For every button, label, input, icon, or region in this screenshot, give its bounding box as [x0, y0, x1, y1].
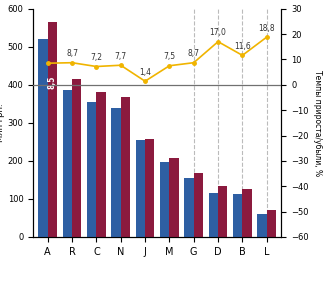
Темпы прироста/убыли, % [70, 61, 74, 64]
Bar [169, 158, 179, 237]
Темпы прироста/убыли, % [265, 35, 269, 39]
Text: 8,5: 8,5 [48, 75, 57, 89]
Text: 7,2: 7,2 [90, 53, 102, 62]
Темпы прироста/убыли, % [94, 65, 98, 68]
Text: 18,8: 18,8 [259, 23, 275, 33]
Legend: 2013, 2014, Темпы прироста/убыли, %: 2013, 2014, Темпы прироста/убыли, % [41, 286, 233, 289]
Text: 8,7: 8,7 [66, 49, 78, 58]
Line: Темпы прироста/убыли, %: Темпы прироста/убыли, % [46, 35, 268, 83]
Bar [233, 194, 242, 237]
Темпы прироста/убыли, % [143, 79, 147, 83]
Text: 8,7: 8,7 [188, 49, 200, 58]
Text: 7,7: 7,7 [115, 52, 127, 61]
Темпы прироста/убыли, % [192, 61, 196, 64]
Text: 1,4: 1,4 [139, 68, 151, 77]
Темпы прироста/убыли, % [46, 62, 50, 65]
Bar [218, 186, 227, 237]
Bar [145, 139, 154, 237]
Bar [87, 102, 96, 237]
Text: 7,5: 7,5 [163, 52, 175, 61]
Bar [267, 210, 276, 237]
Text: 17,0: 17,0 [210, 28, 226, 37]
Bar [184, 178, 194, 237]
Темпы прироста/убыли, % [167, 64, 171, 68]
Y-axis label: Темпы прироста/убыли, %: Темпы прироста/убыли, % [313, 70, 322, 176]
Bar [258, 214, 267, 237]
Bar [48, 22, 57, 237]
Bar [160, 162, 169, 237]
Темпы прироста/убыли, % [119, 64, 123, 67]
Bar [242, 189, 252, 237]
Bar [63, 90, 72, 237]
Bar [72, 79, 81, 237]
Bar [38, 39, 48, 237]
Text: 11,6: 11,6 [234, 42, 251, 51]
Bar [136, 140, 145, 237]
Bar [121, 97, 130, 237]
Темпы прироста/убыли, % [240, 54, 244, 57]
Bar [194, 173, 203, 237]
Bar [96, 92, 106, 237]
Темпы прироста/убыли, % [216, 40, 220, 43]
Bar [112, 108, 121, 237]
Y-axis label: Млн грн.: Млн грн. [0, 103, 5, 142]
Bar [209, 193, 218, 237]
